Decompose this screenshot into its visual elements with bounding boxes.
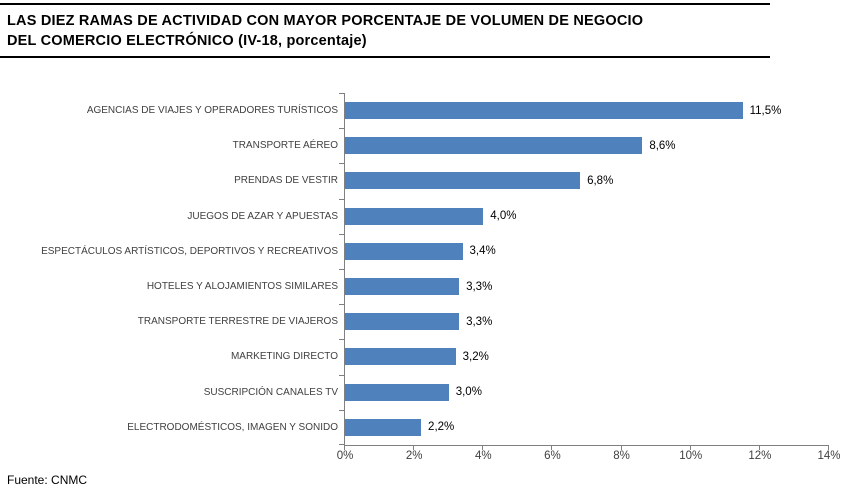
x-axis-tick <box>758 446 760 450</box>
x-axis-tick <box>689 446 691 450</box>
bar-chart: AGENCIAS DE VIAJES Y OPERADORES TURÍSTIC… <box>8 93 841 462</box>
category-label: HOTELES Y ALOJAMIENTOS SIMILARES <box>146 281 338 293</box>
bar <box>345 383 449 401</box>
bar-value-label: 3,3% <box>466 315 493 328</box>
bar <box>345 207 484 225</box>
bar <box>345 278 460 296</box>
x-axis-tick <box>344 446 345 450</box>
category-label: TRANSPORTE TERRESTRE DE VIAJEROS <box>137 316 338 328</box>
y-axis-tick <box>339 409 344 411</box>
x-axis-tick-label: 4% <box>474 450 492 462</box>
x-axis-tick-label: 8% <box>613 450 630 462</box>
category-axis-labels: AGENCIAS DE VIAJES Y OPERADORES TURÍSTIC… <box>8 93 344 445</box>
x-axis-tick-label: 10% <box>679 450 703 462</box>
x-axis-tick-label: 0% <box>336 450 354 462</box>
y-axis-tick <box>339 304 344 306</box>
x-axis-tick <box>620 446 622 450</box>
bar-value-label: 4,0% <box>490 210 517 223</box>
bar-row: 3,3% <box>345 304 829 339</box>
chart-title: LAS DIEZ RAMAS DE ACTIVIDAD CON MAYOR PO… <box>0 3 770 58</box>
y-axis-tick <box>339 233 344 235</box>
bar-row: 3,4% <box>345 234 829 269</box>
bar-row: 4,0% <box>345 199 829 234</box>
bar-value-label: 2,2% <box>428 421 455 434</box>
x-axis-tick-label: 2% <box>405 450 423 462</box>
bar-row: 3,0% <box>345 375 829 410</box>
y-axis-tick <box>339 128 344 130</box>
bar <box>345 313 460 331</box>
bar-value-label: 3,0% <box>455 386 482 399</box>
plot-area: 11,5% 8,6% 6,8% 4,0% 3,4% 3,3% 3,3% 3,2% 3,0% 2,2… <box>337 93 841 462</box>
category-label: ESPECTÁCULOS ARTÍSTICOS, DEPORTIVOS Y RE… <box>41 245 338 257</box>
bar <box>345 348 456 366</box>
x-axis-tick <box>828 446 829 450</box>
bar-value-label: 6,8% <box>587 174 614 187</box>
bar <box>345 102 743 120</box>
bar-row: 2,2% <box>345 410 829 445</box>
x-axis-tick-label: 12% <box>748 450 772 462</box>
bar-value-label: 3,3% <box>466 280 493 293</box>
x-axis-tick <box>482 446 484 450</box>
y-axis-tick <box>339 198 344 200</box>
category-label: AGENCIAS DE VIAJES Y OPERADORES TURÍSTIC… <box>86 105 338 117</box>
title-line-1: LAS DIEZ RAMAS DE ACTIVIDAD CON MAYOR PO… <box>7 13 644 29</box>
x-axis-tick-label: 14% <box>817 450 841 462</box>
bar-value-label: 3,4% <box>469 245 496 258</box>
bar-row: 3,2% <box>345 339 829 374</box>
bar-value-label: 8,6% <box>649 139 676 152</box>
bar <box>345 137 643 155</box>
bar-row: 8,6% <box>345 128 829 163</box>
x-axis-tick <box>551 446 553 450</box>
category-label: SUSCRIPCIÓN CANALES TV <box>203 386 338 398</box>
y-axis-tick <box>339 93 344 94</box>
y-axis-tick <box>339 444 344 445</box>
category-label: TRANSPORTE AÉREO <box>232 140 338 152</box>
category-label: PRENDAS DE VESTIR <box>234 175 338 187</box>
bar-value-label: 3,2% <box>462 350 489 363</box>
category-label: MARKETING DIRECTO <box>230 351 338 363</box>
category-label: ELECTRODOMÉSTICOS, IMAGEN Y SONIDO <box>127 421 338 433</box>
category-label: JUEGOS DE AZAR Y APUESTAS <box>187 210 338 222</box>
bar <box>345 418 422 436</box>
bar-row: 11,5% <box>345 93 829 128</box>
y-axis-tick <box>339 163 344 165</box>
bar-value-label: 11,5% <box>749 104 782 117</box>
x-axis-tick <box>413 446 415 450</box>
bar-row: 6,8% <box>345 163 829 198</box>
bar <box>345 172 581 190</box>
bar <box>345 242 463 260</box>
y-axis-tick <box>339 374 344 376</box>
y-axis-tick <box>339 269 344 270</box>
x-axis-tick-label: 6% <box>544 450 561 462</box>
bar-row: 3,3% <box>345 269 829 304</box>
title-line-2: DEL COMERCIO ELECTRÓNICO (IV-18, porcent… <box>7 33 367 49</box>
source-note: Fuente: CNMC <box>7 473 88 487</box>
y-axis-tick <box>339 339 344 341</box>
